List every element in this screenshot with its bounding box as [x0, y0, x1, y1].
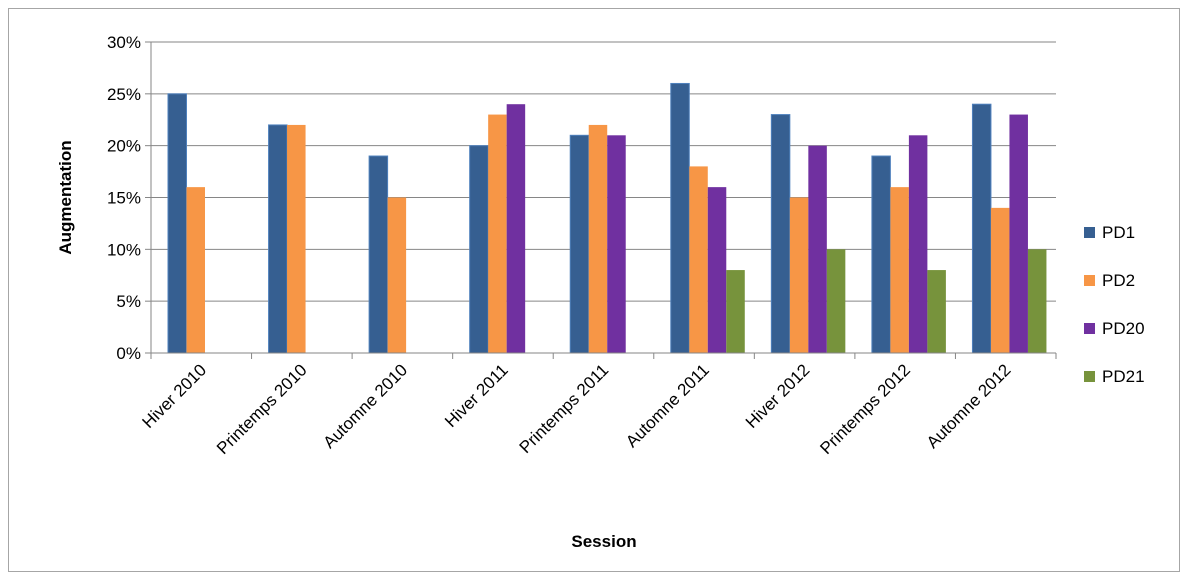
x-tick-label: Automne 2012 [923, 360, 1015, 452]
x-tick-label: Printemps 2011 [516, 360, 613, 457]
legend-swatch-pd20 [1084, 323, 1095, 334]
bar-pd20-7 [908, 135, 928, 353]
legend-swatch-pd2 [1084, 275, 1095, 286]
bar-pd2-7 [890, 187, 909, 353]
bar-pd1-0 [167, 93, 187, 354]
x-tick-label: Automne 2010 [320, 360, 412, 452]
y-axis-title: Augmentation [56, 140, 75, 254]
bar-pd1-5 [670, 82, 690, 354]
legend-label-pd20: PD20 [1102, 319, 1145, 338]
legend-label-pd2: PD2 [1102, 271, 1135, 290]
bar-pd2-6 [789, 197, 809, 353]
bar-pd2-1 [287, 124, 306, 353]
legend-label-pd21: PD21 [1102, 367, 1145, 386]
bar-pd1-7 [871, 155, 891, 354]
bars [167, 82, 1047, 354]
x-axis-title: Session [571, 532, 636, 551]
bar-pd20-8 [1009, 114, 1028, 353]
x-tick-label: Hiver 2012 [742, 360, 814, 432]
y-tick-label: 0% [116, 344, 141, 363]
bar-pd2-4 [588, 124, 608, 353]
bar-pd20-3 [506, 104, 526, 353]
bar-pd1-8 [971, 103, 992, 354]
x-tick-label: Printemps 2010 [213, 360, 311, 458]
x-tick-label: Printemps 2012 [816, 360, 914, 458]
bar-pd2-2 [387, 197, 407, 353]
bar-pd1-6 [770, 114, 791, 354]
x-tick-label: Hiver 2010 [139, 360, 211, 432]
legend-label-pd1: PD1 [1102, 223, 1135, 242]
bar-pd20-5 [707, 187, 727, 353]
legend: PD1 PD2 PD20 PD21 [1084, 223, 1145, 386]
bar-pd2-5 [689, 166, 708, 353]
bar-pd1-1 [268, 124, 288, 354]
bar-pd20-6 [808, 145, 827, 353]
x-axis-ticks: Hiver 2010 Printemps 2010 Automne 2010 Hive… [139, 353, 1057, 458]
legend-swatch-pd21 [1084, 371, 1095, 382]
y-tick-label: 25% [107, 85, 141, 104]
bar-pd21-7 [927, 270, 946, 353]
bar-pd1-2 [368, 155, 389, 354]
y-tick-label: 30% [107, 33, 141, 52]
bar-pd21-8 [1027, 249, 1047, 353]
bar-pd2-0 [186, 187, 205, 353]
y-tick-label: 20% [107, 137, 141, 156]
bar-pd1-3 [469, 145, 489, 354]
bar-pd2-3 [488, 114, 507, 353]
y-axis-ticks: 0% 5% 10% 15% 20% 25% 30% [107, 33, 152, 363]
legend-swatch-pd1 [1084, 227, 1095, 238]
x-tick-label: Automne 2011 [622, 360, 713, 451]
bar-pd20-4 [607, 135, 626, 353]
x-tick-label: Hiver 2011 [441, 360, 512, 431]
bar-pd21-6 [826, 249, 846, 353]
y-tick-label: 15% [107, 189, 141, 208]
y-tick-label: 5% [116, 292, 141, 311]
bar-pd2-8 [990, 207, 1010, 353]
bar-pd1-4 [569, 134, 590, 354]
y-tick-label: 10% [107, 240, 141, 259]
bar-pd21-5 [726, 270, 745, 353]
